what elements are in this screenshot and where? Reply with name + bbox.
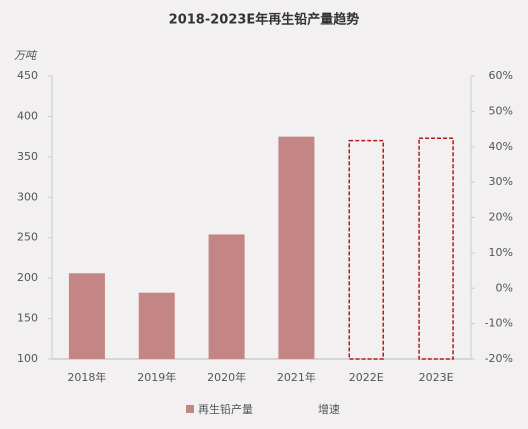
bar [208,234,245,359]
x-tick-label: 2023E [419,371,454,384]
x-tick-label: 2022E [349,371,384,384]
y2-tick-label: -10% [485,317,513,330]
y-tick-label: 250 [17,231,38,244]
x-tick-label: 2021年 [277,370,316,384]
y2-tick-label: 20% [489,211,513,224]
y-tick-label: 400 [17,109,38,122]
y-tick-label: 450 [17,69,38,82]
y2-tick-label: -20% [485,352,513,365]
legend-swatch [186,405,194,413]
legend-label: 再生铅产量 [198,402,253,416]
bar [278,136,315,359]
y-tick-label: 200 [17,271,38,284]
bar [138,292,175,359]
y-tick-label: 300 [17,190,38,203]
bar-estimate [418,137,454,360]
y2-tick-label: 10% [489,246,513,259]
y2-tick-label: 60% [489,69,513,82]
x-tick-label: 2020年 [207,370,246,384]
y-unit: 万吨 [14,49,38,62]
x-tick-label: 2018年 [67,370,106,384]
y-tick-label: 150 [17,312,38,325]
y-tick-label: 350 [17,150,38,163]
bar [68,273,105,359]
bar-estimate [348,139,384,360]
legend-label: 增速 [318,402,340,416]
y2-tick-label: 40% [489,140,513,153]
y2-tick-label: 0% [496,281,513,294]
y2-tick-label: 50% [489,104,513,117]
y-tick-label: 100 [17,352,38,365]
chart-title: 2018-2023E年再生铅产量趋势 [169,12,360,28]
y2-tick-label: 30% [489,175,513,188]
x-tick-label: 2019年 [137,370,176,384]
